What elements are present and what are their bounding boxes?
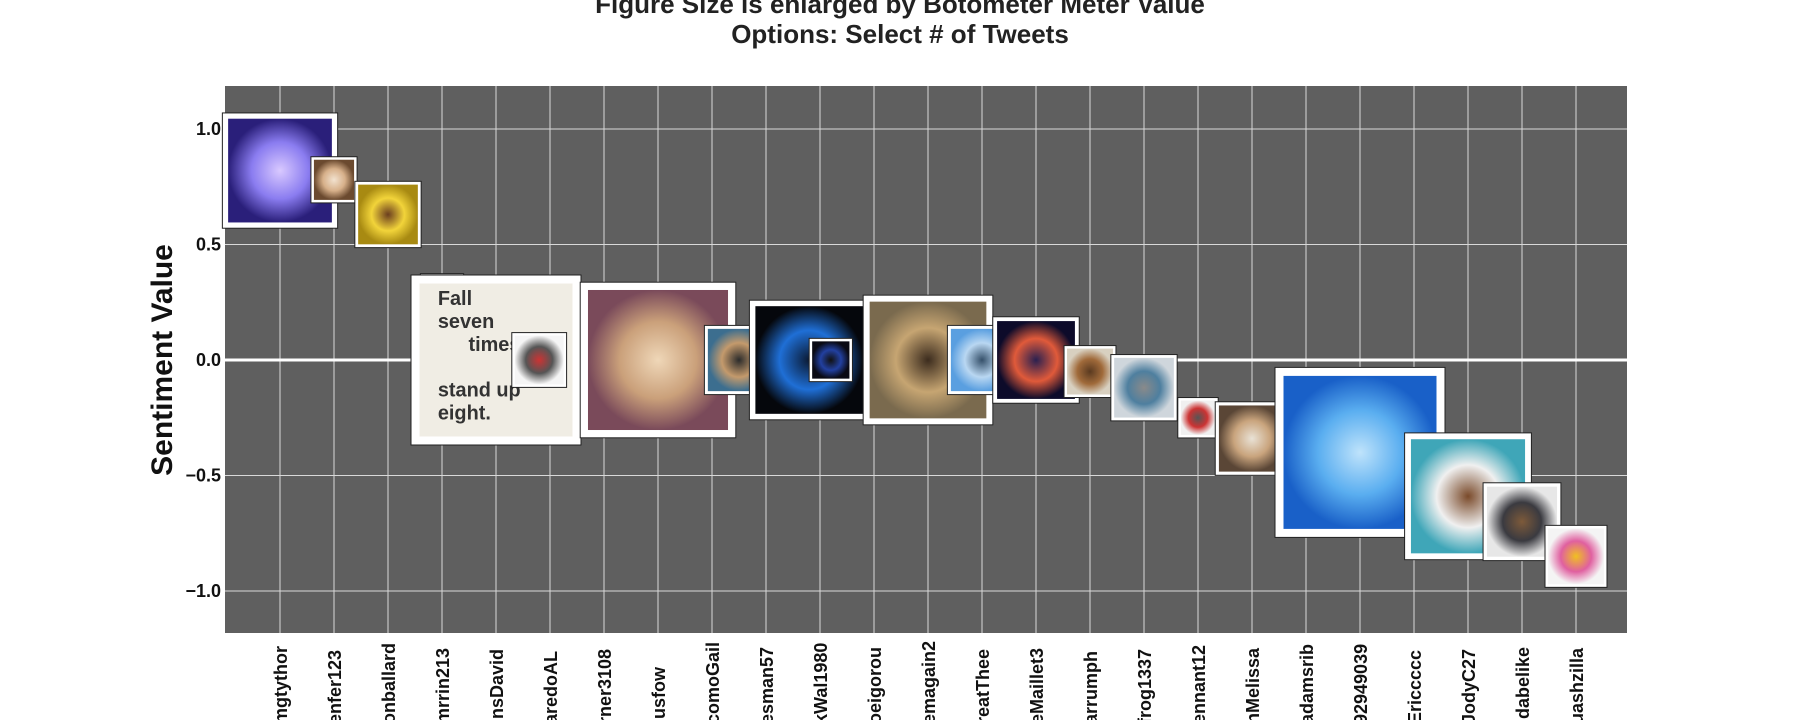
y-tick-label: 1.0 (196, 119, 221, 139)
svg-text:stand up: stand up (438, 380, 521, 402)
x-tick-label: ennant12 (1189, 645, 1209, 720)
x-tick-label: comoGail (703, 642, 723, 720)
avatar-marker-frog1337 (1110, 354, 1178, 422)
svg-text:seven: seven (438, 311, 494, 333)
x-tick-label: oeigorou (865, 647, 885, 720)
x-tick-label: idabelike (1513, 647, 1533, 720)
svg-text:Fall: Fall (438, 288, 472, 310)
y-tick-label: 0.5 (196, 235, 221, 255)
x-tick-label: rner3108 (595, 649, 615, 720)
x-tick-label: emagain2 (919, 641, 939, 720)
x-tick-label: aredoAL (541, 651, 561, 720)
chart-title-line-1: Figure Size is enlarged by Botometer Met… (595, 0, 1205, 19)
x-tick-label: uashzilla (1567, 647, 1587, 720)
avatar-marker-ennant12 (1177, 397, 1219, 439)
x-tick-label: frog1337 (1135, 649, 1155, 720)
x-tick-label: kWal1980 (811, 643, 831, 720)
avatar-marker-aredoAL (511, 332, 568, 388)
y-tick-label: 0.0 (196, 350, 221, 370)
x-tick-label: mrrin213 (433, 648, 453, 720)
x-tick-label: insDavid (487, 649, 507, 720)
avatar-marker-uashzilla (1544, 524, 1608, 588)
svg-text:times: times (468, 334, 520, 356)
y-tick-label: −0.5 (185, 466, 221, 486)
x-tick-label: JodyC27 (1459, 649, 1479, 720)
x-tick-label: onballard (379, 643, 399, 720)
x-tick-label: 92949039 (1351, 644, 1371, 720)
x-tick-label: jusfow (649, 666, 669, 720)
x-tick-label: esman57 (757, 647, 777, 720)
x-tick-label: enfer123 (325, 650, 345, 720)
x-tick-label: Ericcccc (1405, 650, 1425, 720)
x-tick-label: adamsrib (1297, 644, 1317, 720)
avatar-marker-oeigorou (808, 337, 853, 383)
y-axis-label: Sentiment Value (146, 244, 179, 476)
y-tick-label: −1.0 (185, 581, 221, 601)
x-tick-label: eMaillet3 (1027, 648, 1047, 720)
x-tick-label: reatThee (973, 649, 993, 720)
avatar-marker-arrumph (1063, 345, 1117, 399)
x-tick-label: nMelissa (1243, 647, 1263, 720)
x-tick-label: mgtythor (271, 646, 291, 720)
avatar-marker-onballard (354, 180, 422, 249)
x-tick-label: arrumph (1081, 651, 1101, 720)
chart-title-line-2: Options: Select # of Tweets (731, 19, 1069, 49)
avatar-marker-enfer123 (310, 156, 358, 204)
svg-text:eight.: eight. (438, 403, 491, 425)
